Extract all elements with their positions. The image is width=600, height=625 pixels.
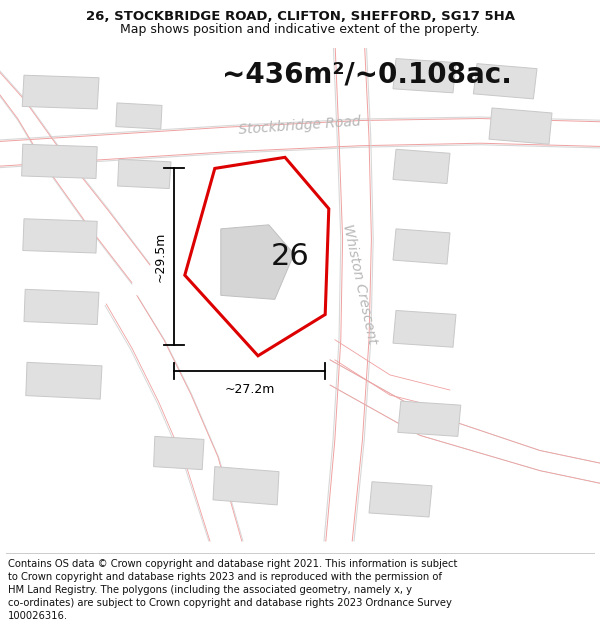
Polygon shape [393, 59, 456, 93]
Text: Whiston Crescent: Whiston Crescent [340, 223, 380, 346]
Polygon shape [185, 158, 329, 356]
Polygon shape [118, 159, 171, 189]
Polygon shape [393, 149, 450, 184]
Polygon shape [116, 103, 162, 129]
Polygon shape [22, 75, 99, 109]
Polygon shape [22, 144, 97, 179]
Text: ~27.2m: ~27.2m [224, 383, 275, 396]
Polygon shape [369, 482, 432, 517]
Polygon shape [221, 225, 294, 299]
Polygon shape [26, 362, 102, 399]
Text: Map shows position and indicative extent of the property.: Map shows position and indicative extent… [120, 22, 480, 36]
Text: Stockbridge Road: Stockbridge Road [238, 114, 362, 137]
Text: 26: 26 [271, 242, 310, 271]
Text: 26, STOCKBRIDGE ROAD, CLIFTON, SHEFFORD, SG17 5HA: 26, STOCKBRIDGE ROAD, CLIFTON, SHEFFORD,… [86, 9, 515, 22]
Polygon shape [398, 401, 461, 436]
Polygon shape [489, 108, 552, 144]
Polygon shape [213, 467, 279, 505]
Text: ~436m²/~0.108ac.: ~436m²/~0.108ac. [222, 60, 512, 88]
Text: ~29.5m: ~29.5m [154, 231, 167, 282]
Polygon shape [393, 311, 456, 348]
Polygon shape [473, 64, 537, 99]
Polygon shape [23, 219, 97, 253]
Polygon shape [154, 436, 204, 469]
Polygon shape [24, 289, 99, 324]
Polygon shape [393, 229, 450, 264]
Text: Contains OS data © Crown copyright and database right 2021. This information is : Contains OS data © Crown copyright and d… [8, 559, 457, 621]
